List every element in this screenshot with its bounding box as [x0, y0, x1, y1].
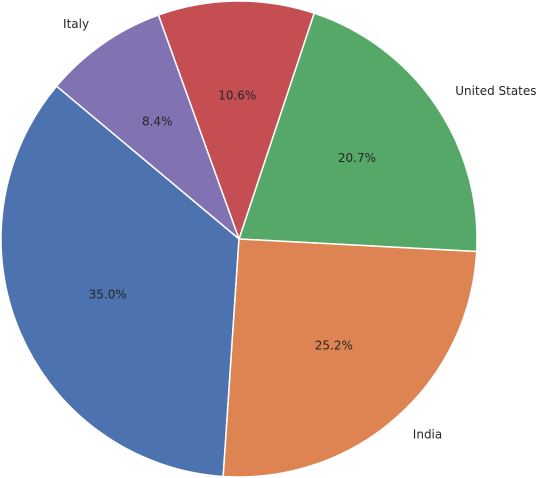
- value-label: 10.6%: [218, 89, 256, 103]
- pie-slice: [237, 12, 478, 253]
- pie-slice: [55, 14, 241, 242]
- pie-slice: [222, 238, 478, 478]
- pie-slice: [157, 0, 316, 242]
- value-label: 25.2%: [315, 338, 353, 352]
- pie-slice: [0, 85, 240, 478]
- value-label: 20.7%: [338, 151, 376, 165]
- value-label: 8.4%: [142, 114, 173, 128]
- category-label: United States: [455, 84, 536, 98]
- value-label: 35.0%: [89, 288, 127, 302]
- category-label: India: [413, 427, 442, 441]
- category-label: Italy: [63, 17, 89, 31]
